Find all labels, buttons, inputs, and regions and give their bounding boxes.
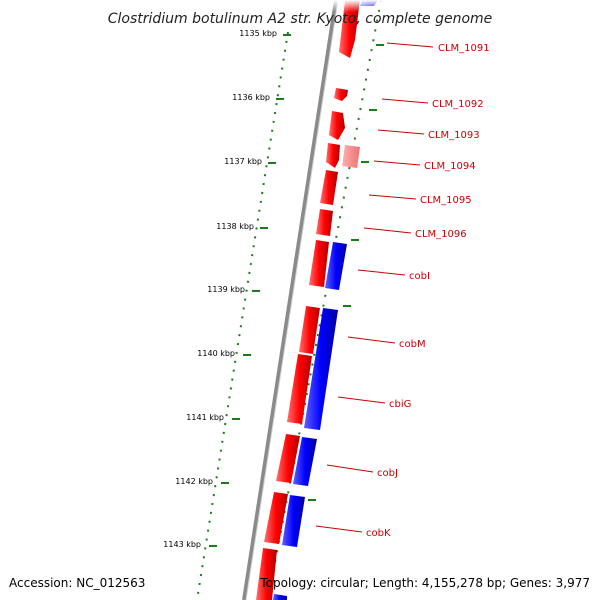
- topology-text: Topology: circular; Length: 4,155,278 bp…: [259, 576, 590, 590]
- gene-CLM_1094-pseudo: [342, 145, 360, 168]
- kbp-label: 1139 kbp: [207, 285, 245, 294]
- gene-CLM_1091: [339, 0, 360, 58]
- gene-boundary-marks: [308, 44, 384, 501]
- kbp-label: 1143 kbp: [163, 540, 201, 549]
- gene-cbiG: [287, 354, 312, 424]
- kbp-labels: 1135 kbp 1136 kbp 1137 kbp 1138 kbp 1139…: [163, 29, 277, 549]
- gene-label: CLM_1095: [420, 195, 472, 206]
- map-title: Clostridium botulinum A2 str. Kyoto, com…: [108, 11, 493, 27]
- gene-cobM: [299, 306, 320, 354]
- gene-CLM_1096: [316, 209, 333, 236]
- label-leaders: [315, 42, 434, 533]
- gene-cobK: [264, 492, 288, 544]
- gene-label: cobJ: [377, 468, 398, 479]
- kbp-tick-marks: [209, 34, 291, 547]
- kbp-label: 1135 kbp: [239, 29, 277, 38]
- gene-CLM_1095: [320, 170, 338, 205]
- gene-label: CLM_1094: [424, 161, 476, 172]
- kbp-label: 1138 kbp: [216, 222, 254, 231]
- gene-label: CLM_1092: [432, 99, 484, 110]
- gene-CLM_1094: [326, 143, 340, 168]
- gene-label: cobI: [409, 271, 430, 282]
- gene-cobJ: [276, 434, 300, 483]
- gene-next: [256, 548, 277, 600]
- kbp-label: 1136 kbp: [232, 93, 270, 102]
- accession-text: Accession: NC_012563: [9, 576, 145, 590]
- gene-label: cbiG: [389, 399, 411, 410]
- gene-label: cobM: [399, 339, 426, 350]
- kbp-label: 1142 kbp: [175, 477, 213, 486]
- genome-backbone: [242, 0, 338, 600]
- gene-cobM-rev: [304, 308, 338, 430]
- gene-label: cobK: [366, 528, 391, 539]
- kbp-label: 1140 kbp: [197, 349, 235, 358]
- forward-genes: [256, 0, 360, 600]
- gene-label: CLM_1091: [438, 43, 490, 54]
- gene-cobJ-rev: [293, 437, 317, 486]
- gene-label: CLM_1096: [415, 229, 467, 240]
- gene-CLM_1092: [334, 88, 348, 101]
- gene-cobI: [309, 240, 329, 287]
- kbp-label: 1137 kbp: [224, 157, 262, 166]
- top-fade: [330, 0, 390, 12]
- inner-dotted-line: [267, 0, 382, 600]
- gene-cobK-rev: [282, 495, 305, 547]
- gene-labels: CLM_1091 CLM_1092 CLM_1093 CLM_1094 CLM_…: [366, 43, 490, 539]
- kbp-label: 1141 kbp: [186, 413, 224, 422]
- gene-cobI-rev: [325, 242, 347, 290]
- gene-CLM_1093: [329, 111, 345, 140]
- gene-label: CLM_1093: [428, 130, 480, 141]
